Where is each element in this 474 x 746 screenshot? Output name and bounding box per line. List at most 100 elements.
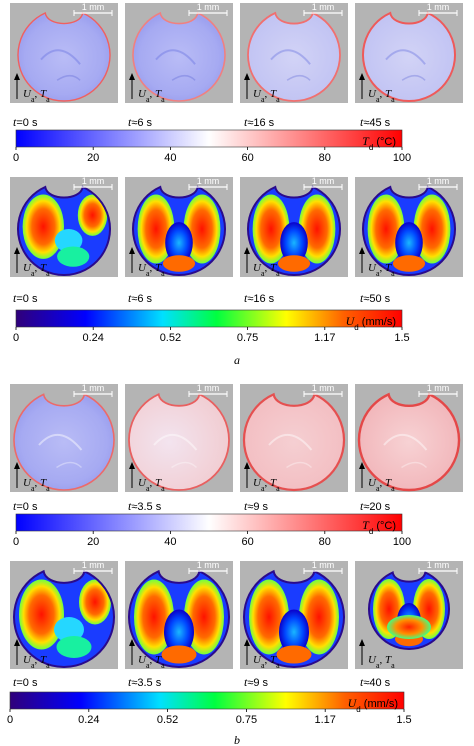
droplet-outline: [243, 569, 345, 668]
colorbar-tick-label: 1.17: [314, 714, 335, 726]
droplet-outline: [13, 569, 115, 668]
colorbar-tick-label: 0: [7, 714, 13, 726]
flow-arrow-head-icon: [244, 247, 250, 254]
temperature-image: 1 mm Ua, Ta: [355, 383, 463, 493]
velocity-field: [128, 571, 230, 667]
time-label: t≈50 s: [360, 291, 391, 305]
scale-bar-label: 1 mm: [197, 560, 220, 570]
flow-arrow-head-icon: [14, 247, 20, 254]
scale-bar-label: 1 mm: [82, 2, 105, 12]
velocity-image: 1 mm Ua, Ta: [125, 560, 233, 670]
scale-bar-label: 1 mm: [197, 2, 220, 12]
flow-label: Ua, Ta: [368, 88, 395, 104]
scale-bar-label: 1 mm: [427, 176, 450, 186]
colorbar-tick-label: 0: [13, 536, 19, 548]
colorbar-gradient: [9, 691, 405, 710]
droplet-shape: [17, 11, 111, 102]
scale-bar-label: 1 mm: [427, 383, 450, 393]
colorbar-tick-label: 0.75: [237, 332, 258, 344]
flow-arrow-head-icon: [129, 73, 135, 80]
flow-arrow-head-icon: [129, 639, 135, 646]
velocity-image: 1 mm Ua, Ta: [240, 176, 348, 278]
scale-bar-label: 1 mm: [197, 383, 220, 393]
time-label: t≈6 s: [128, 115, 153, 129]
velocity-image: 1 mm Ua, Ta: [125, 176, 233, 278]
flow-arrow-head-icon: [359, 247, 365, 254]
scale-bar-label: 1 mm: [82, 560, 105, 570]
colorbar-tick-label: 80: [319, 536, 331, 548]
velocity-image: 1 mm Ua, Ta: [355, 560, 463, 670]
colorbar-tick-label: 40: [164, 536, 176, 548]
droplet-outline: [368, 571, 450, 650]
panel-label: a: [234, 353, 240, 367]
colorbar-gradient: [15, 309, 403, 328]
flow-label: Ua, Ta: [253, 88, 280, 104]
colorbar-tick-label: 1.5: [394, 332, 409, 344]
temperature-image: 1 mm Ua, Ta: [240, 2, 348, 104]
flow-label: Ua, Ta: [138, 477, 165, 493]
flow-label: Ua, Ta: [368, 654, 395, 670]
temperature-image: 1 mm Ua, Ta: [125, 2, 233, 104]
colorbar: 0 0.24 0.52 0.75 1.17 1.5Ud (mm/s): [7, 691, 412, 726]
colorbar: 0 0.24 0.52 0.75 1.17 1.5Ud (mm/s): [13, 309, 410, 344]
colorbar-tick-label: 0: [13, 152, 19, 164]
droplet-outline: [247, 185, 341, 276]
droplet-shape: [242, 392, 346, 492]
flow-label: Ua, Ta: [23, 262, 50, 278]
flow-arrow-head-icon: [359, 639, 365, 646]
flow-label: Ua, Ta: [253, 654, 280, 670]
flow-label: Ua, Ta: [138, 88, 165, 104]
flow-arrow-head-icon: [244, 639, 250, 646]
colorbar-gradient: [15, 513, 403, 532]
colorbar-title: Td (°C): [362, 518, 396, 536]
colorbar-gradient: [15, 129, 403, 148]
time-label: t≈20 s: [360, 499, 391, 513]
flow-arrow-head-icon: [129, 247, 135, 254]
temperature-image: 1 mm Ua, Ta: [10, 383, 118, 493]
time-label: t≈6 s: [128, 291, 153, 305]
colorbar-tick-label: 100: [393, 152, 411, 164]
time-label: t≈16 s: [244, 115, 275, 129]
colorbar-tick-label: 0: [13, 332, 19, 344]
scale-bar-label: 1 mm: [82, 383, 105, 393]
flow-label: Ua, Ta: [253, 262, 280, 278]
scale-bar-label: 1 mm: [82, 176, 105, 186]
colorbar-tick-label: 0.52: [157, 714, 178, 726]
colorbar-tick-label: 20: [87, 152, 99, 164]
droplet-shape: [247, 11, 341, 102]
colorbar-tick-label: 20: [87, 536, 99, 548]
velocity-image: 1 mm Ua, Ta: [355, 176, 463, 278]
flow-label: Ua, Ta: [138, 262, 165, 278]
temperature-image: 1 mm Ua, Ta: [355, 2, 463, 104]
flow-arrow-head-icon: [14, 462, 20, 469]
scale-bar-label: 1 mm: [312, 383, 335, 393]
colorbar-tick-label: 0.24: [78, 714, 99, 726]
droplet-shape: [357, 392, 461, 492]
velocity-field: [18, 186, 110, 276]
droplet-outline: [17, 185, 111, 276]
velocity-image: 1 mm Ua, Ta: [10, 176, 118, 278]
flow-label: Ua, Ta: [253, 477, 280, 493]
flow-label: Ua, Ta: [23, 88, 50, 104]
flow-label: Ua, Ta: [138, 654, 165, 670]
scale-bar-label: 1 mm: [427, 2, 450, 12]
time-label: t≈3.5 s: [128, 499, 162, 513]
scale-bar-label: 1 mm: [427, 560, 450, 570]
droplet-outline: [362, 185, 456, 276]
colorbar-tick-label: 0.24: [82, 332, 103, 344]
velocity-image: 1 mm Ua, Ta: [10, 560, 118, 670]
flow-arrow-head-icon: [14, 639, 20, 646]
velocity-field: [247, 186, 340, 276]
time-label: t≈16 s: [244, 291, 275, 305]
flow-arrow-head-icon: [244, 73, 250, 80]
velocity-field: [14, 571, 114, 667]
droplet-shape: [13, 393, 115, 491]
time-label: t=0 s: [13, 115, 38, 129]
flow-label: Ua, Ta: [368, 477, 395, 493]
temperature-image: 1 mm Ua, Ta: [240, 383, 348, 493]
scale-bar-label: 1 mm: [312, 176, 335, 186]
velocity-field: [244, 571, 344, 667]
flow-label: Ua, Ta: [368, 262, 395, 278]
